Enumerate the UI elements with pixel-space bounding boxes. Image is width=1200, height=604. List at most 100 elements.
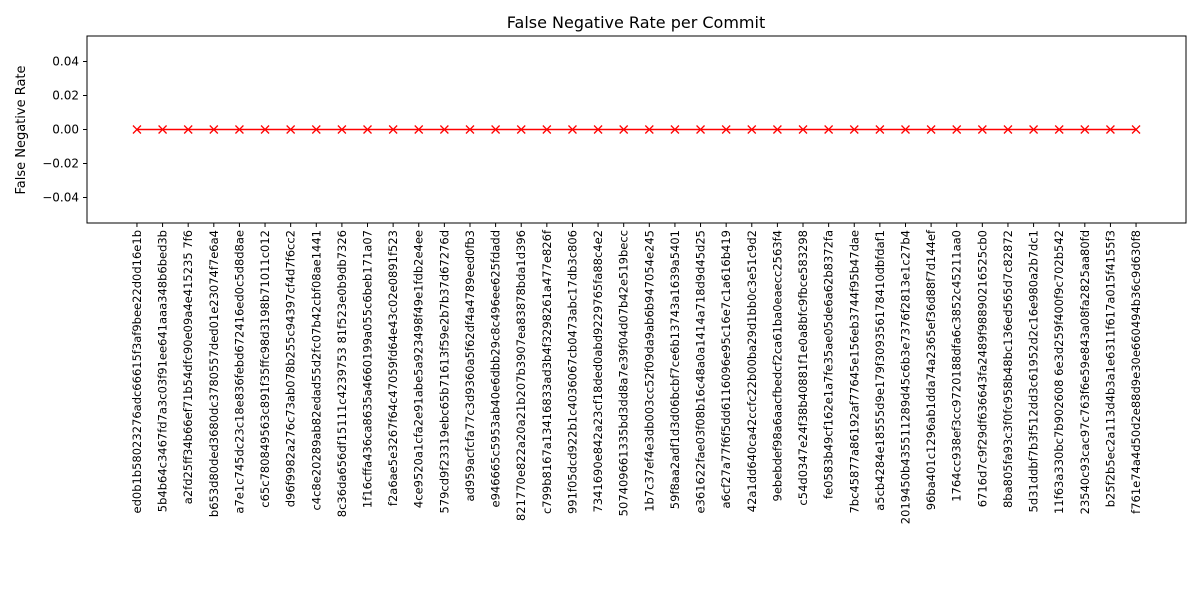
marker-stroke [977,125,987,134]
x-tick-label: 8ba805fa93c3f0fc958b48bc136ed565d7c82872 [1001,230,1015,508]
marker-stroke [1003,125,1013,134]
data-point-marker [158,125,168,134]
x-tick-label: 9ebebdef98a6aacfbedcf2ca61ba0eaecc2563f4 [770,230,784,501]
x-tick-label: 821770e822a20a21b207b3907ea83878bda1d396 [514,230,528,521]
data-point-marker [619,125,629,134]
data-point-marker [644,125,654,134]
data-point-marker [516,125,526,134]
x-tick-label: 8c36da656df15111c4239753 81f523e0b9db732… [335,230,349,517]
x-tick-label: e361622fae03f08b16c48a0a1414a718d9d45d25 [694,230,708,514]
x-tick-label: f2a6ae5e3267f64c47059fd64e43c02e0891f523 [386,230,400,506]
x-tick-label: d96f9982a276c73ab078b255c94397cf4d7f6cc2 [284,230,298,507]
x-tick-label: ed0b1b58023276adc66615f3af9bee22d0d16e1b [130,230,144,514]
x-tick-label: a5cb4284e18555d9e179f309356178410dbfdaf1 [873,230,887,511]
data-point-marker [132,125,142,134]
y-tick-label: −0.02 [42,157,79,171]
marker-stroke [798,125,808,134]
data-point-marker [567,125,577,134]
data-point-marker [1029,125,1039,134]
x-tick-label: e946665c5953ab40e6dbb29c8c496ee625fdadd [489,230,503,507]
data-point-marker [209,125,219,134]
marker-stroke [1131,125,1141,134]
x-tick-label: 2019450b435511289d45c6b3e7376f2813e1c27b… [898,230,912,524]
marker-stroke [260,125,270,134]
data-point-marker [721,125,731,134]
marks-layer [132,125,1141,134]
marker-stroke [696,125,706,134]
data-point-marker [824,125,834,134]
marker-stroke [439,125,449,134]
y-tick-label: 0.00 [52,123,79,137]
data-point-marker [696,125,706,134]
marker-stroke [926,125,936,134]
marker-stroke [644,125,654,134]
x-tick-label: 11f63a330bc7b902608 6e3d259f400f9c702b54… [1052,230,1066,514]
data-point-marker [337,125,347,134]
marker-stroke [593,125,603,134]
x-tick-label: 1764cc938ef3cc9720188dfa6c3852c45211aa0 [950,230,964,502]
marker-stroke [516,125,526,134]
marker-stroke [158,125,168,134]
data-point-marker [1003,125,1013,134]
data-point-marker [414,125,424,134]
marker-stroke [901,125,910,134]
marker-stroke [209,125,219,134]
data-point-marker [260,125,270,134]
marker-stroke [465,125,475,134]
y-axis-label: False Negative Rate [14,65,29,194]
marker-stroke [670,125,680,134]
marker-stroke [311,125,321,134]
marker-stroke [721,125,731,134]
data-point-marker [901,125,910,134]
marker-stroke [1054,125,1064,134]
x-tick-label: 96ba401c1296ab1dda74a2365ef36d88f7d144ef [924,229,938,510]
data-point-marker [593,125,603,134]
x-tick-label: c799b8167a13416833ad3b4f3298261a477e826f [540,229,554,514]
marker-stroke [772,125,782,134]
y-tick-label: 0.02 [52,89,79,103]
marker-stroke [414,125,424,134]
marker-stroke [542,125,552,134]
data-point-marker [977,125,987,134]
x-tick-label: c65c780849563c891f35ffc98d3198b71011c012 [258,230,272,508]
data-point-marker [388,125,398,134]
marker-stroke [388,125,398,134]
x-tick-label: a2fd25ff34b66ef71b54dfc90e09a4e415235 7f… [181,230,195,504]
marker-stroke [1029,125,1039,134]
x-tick-label: 7bc45877a86192af77645e156eb3744f95b47dae [847,230,861,514]
data-point-marker [465,125,475,134]
axes-layer: −0.04 −0.02 0.00 0.02 0.04 ed0b1b58023276adc6… [42,35,1187,524]
marker-stroke [286,125,296,134]
data-point-marker [670,125,680,134]
y-tick-label: −0.04 [42,191,79,205]
marker-stroke [849,125,859,134]
chart-title: False Negative Rate per Commit [507,13,765,32]
x-tick-label: 6716d7c9f29df636643fa2489f98890216525cb0 [975,230,989,507]
marker-stroke [567,125,577,134]
x-tick-label: 579cd9f23319ebc65b71613f59e2b7b37d67276d [437,230,451,514]
marker-stroke [363,125,372,134]
marker-stroke [747,125,757,134]
data-point-marker [849,125,859,134]
data-point-marker [363,125,372,134]
data-point-marker [542,125,552,134]
data-point-marker [183,125,193,134]
x-tick-label: fe0583b49cf162e1a7fe35ae05de6a62b8372fa [822,230,836,499]
data-point-marker [926,125,936,134]
marker-stroke [183,125,193,134]
x-tick-label: f761e74a4d50d2e88d9e30e660494b36c9d630f8 [1129,230,1143,514]
marker-stroke [337,125,347,134]
x-tick-label: 1f16cffa436ca8635a4660199a055c6beb171a07 [361,230,375,508]
x-tick-label: a7e1c745dc23c18e836febd672416ed0c5d8d8ae [232,230,246,514]
marker-stroke [491,125,501,134]
marker-stroke [875,125,885,134]
marker-stroke [1080,125,1090,134]
x-tick-label: 507409661335bd3dd8a7e39f04d07b42e519becc [617,230,631,516]
x-tick-label: 23540c93cac97c763f6e59e843a08fa2825aa80f… [1078,230,1092,514]
data-point-marker [286,125,296,134]
x-tick-label: c4c8e20289ab82edad55d2fc07b42cbf08ae1441 [309,230,323,511]
data-point-marker [747,125,757,134]
